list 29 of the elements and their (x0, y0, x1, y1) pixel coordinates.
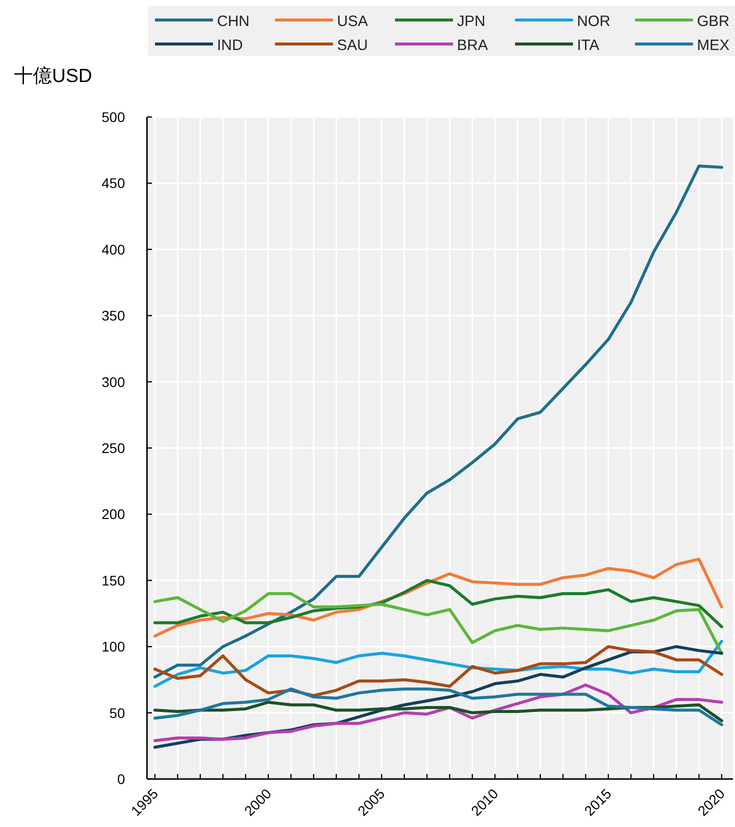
legend-label: BRA (457, 37, 488, 54)
y-tick-label: 200 (102, 506, 126, 522)
y-tick-label: 100 (102, 638, 126, 655)
y-tick-label: 500 (102, 109, 126, 125)
legend-label: IND (217, 37, 243, 54)
legend-label: GBR (697, 13, 730, 30)
line-series (153, 592, 724, 655)
legend-label: NOR (577, 13, 610, 30)
legend-label: JPN (457, 13, 486, 30)
line-series (153, 700, 724, 722)
y-tick-label: 450 (102, 175, 126, 192)
y-tick-label: 300 (102, 374, 126, 390)
line-series (153, 687, 724, 726)
y-tick-label: 50 (109, 704, 126, 721)
y-tick-label: 250 (102, 440, 126, 456)
line-series (153, 640, 724, 688)
line-series (153, 645, 724, 698)
y-tick-label: 0 (117, 771, 126, 787)
legend-label: SAU (337, 37, 368, 54)
legend-label: USA (337, 13, 368, 30)
y-tick-label: 350 (102, 308, 126, 324)
line-series (153, 578, 724, 628)
legend-label: ITA (577, 37, 600, 54)
legend-label: MEX (697, 37, 730, 54)
legend-label: CHN (217, 13, 250, 30)
y-tick-label: 400 (102, 241, 126, 258)
y-axis-title: 十億USD (14, 66, 92, 87)
line-series (153, 164, 724, 679)
y-tick-label: 150 (102, 572, 126, 588)
